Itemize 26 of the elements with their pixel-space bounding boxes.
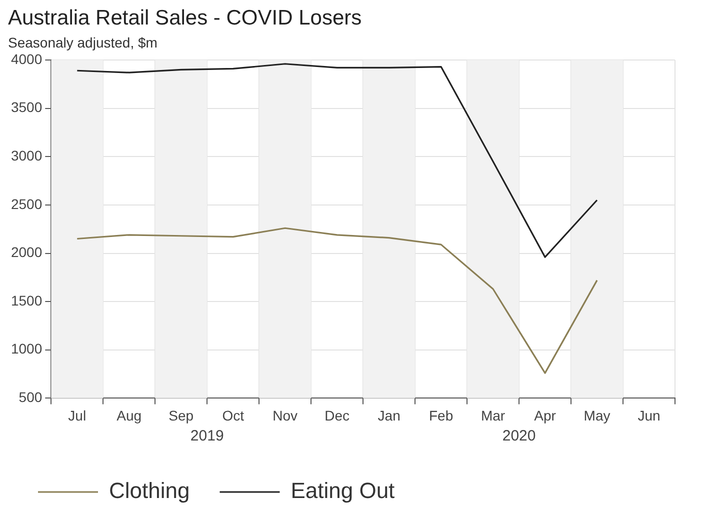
x-tick-label: Sep	[168, 407, 194, 424]
x-tick-label: Aug	[116, 407, 142, 424]
text: 2019	[190, 428, 224, 445]
x-tick-label: Feb	[428, 407, 454, 424]
legend-label: Eating Out	[290, 478, 395, 504]
x-tick-label: Dec	[324, 407, 350, 424]
legend-label: Clothing	[109, 478, 190, 504]
y-tick-label: 1000	[10, 340, 42, 357]
x-tick-label: Jul	[68, 407, 86, 424]
y-tick-label: 4000	[10, 50, 42, 67]
text: 2020	[502, 428, 536, 445]
y-tick-label: 3000	[10, 147, 42, 164]
x-tick-label: Jun	[638, 407, 660, 424]
y-tick-label: 2000	[10, 244, 42, 260]
y-tick-label: 1500	[10, 292, 42, 308]
x-tick-label: Mar	[480, 407, 506, 424]
y-tick-label: 2500	[10, 196, 42, 212]
x-tick-label: Apr	[534, 407, 556, 424]
y-tick-label: 3500	[10, 99, 42, 116]
x-tick-label: Nov	[272, 407, 298, 424]
y-tick-label: 500	[18, 389, 42, 406]
chart-subtitle: Seasonaly adjusted, $m	[8, 34, 158, 50]
x-tick-label: Oct	[222, 407, 244, 424]
x-tick-label: Jan	[378, 407, 400, 424]
x-tick-label: May	[584, 407, 610, 424]
chart-title: Australia Retail Sales - COVID Losers	[8, 6, 362, 30]
